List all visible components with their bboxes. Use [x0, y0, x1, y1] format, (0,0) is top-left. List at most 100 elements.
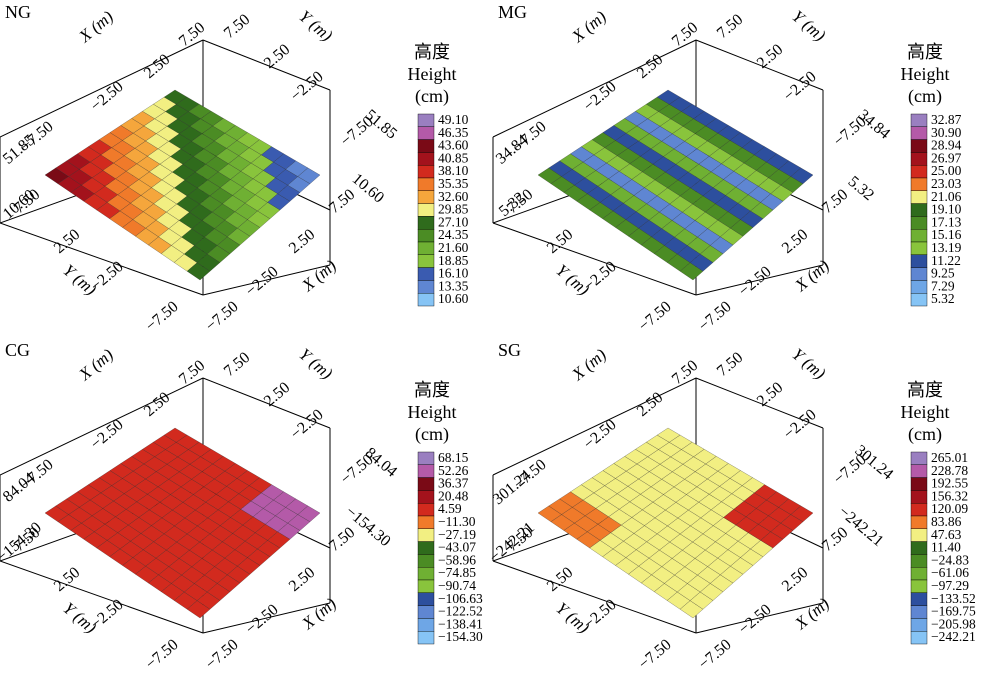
legend-swatch [910, 592, 928, 606]
legend-level-label: −97.29 [931, 578, 969, 593]
legend-swatch [910, 605, 928, 619]
legend-swatch [417, 241, 435, 256]
y-tick-label-bottom: −7.50 [142, 298, 181, 335]
legend-title-cn: 高度 [907, 380, 943, 400]
legend-level-label: −24.83 [931, 552, 969, 567]
legend-level-label: 265.01 [931, 450, 968, 465]
y-tick-label-bottom: −7.50 [635, 636, 674, 672]
x-axis-label-bottom: X (m) [298, 256, 341, 296]
legend-level-label: −74.85 [438, 565, 476, 580]
chart-panel-mg: MG X (m) Y (m)Y (m) X (m)−7.50−2.502.507.50… [492, 2, 962, 335]
y-tick-label-top: 2.50 [261, 41, 293, 72]
legend-swatch [417, 618, 435, 632]
y-axis-label-top: Y (m) [788, 345, 829, 384]
legend-swatch [417, 267, 435, 281]
legend-swatch [417, 464, 435, 478]
legend-level-label: 21.06 [931, 189, 962, 204]
y-tick-label-bottom: 2.50 [51, 226, 83, 257]
legend-swatch [417, 477, 435, 491]
x-tick-label-bottom: −2.50 [735, 601, 774, 638]
legend-swatch [910, 203, 928, 217]
legend-swatch [910, 139, 928, 153]
legend-level-label: 40.85 [438, 150, 469, 165]
x-tick-label-bottom: −7.50 [202, 636, 241, 672]
y-tick-label-top: 7.50 [714, 11, 746, 42]
legend-swatch [417, 152, 435, 166]
legend-swatch [417, 554, 435, 568]
box-edge [0, 39, 204, 138]
y-tick-label-top: 7.50 [221, 11, 253, 42]
z-min-label-left: −154.30 [0, 519, 45, 566]
y-axis-label-top: Y (m) [788, 7, 829, 46]
legend-level-label: −138.41 [438, 616, 483, 631]
box-edge [0, 222, 204, 296]
legend-level-label: 83.86 [931, 514, 962, 529]
y-tick-label-top: 7.50 [714, 349, 746, 380]
legend-swatch [910, 541, 928, 555]
legend-swatch [417, 139, 435, 153]
legend-swatch [910, 113, 928, 128]
legend-level-label: −242.21 [931, 629, 976, 644]
x-tick-label-bottom: 7.50 [326, 524, 358, 555]
legend-level-label: 120.09 [931, 501, 968, 516]
surface-cell [297, 505, 321, 522]
legend-swatch [910, 515, 928, 530]
legend-swatch [910, 254, 928, 268]
y-tick-label-top: 7.50 [221, 349, 253, 380]
legend-swatch [910, 477, 928, 491]
legend-level-label: 32.87 [931, 112, 962, 127]
legend-level-label: 25.00 [931, 163, 962, 178]
legend-swatch [910, 152, 928, 166]
x-tick-label-top: −2.50 [87, 416, 126, 453]
box-edge [202, 602, 331, 634]
y-tick-label-bottom: −2.50 [580, 596, 619, 633]
legend-swatch [910, 216, 928, 230]
legend-level-label: 156.32 [931, 488, 968, 503]
legend-level-label: 19.10 [931, 202, 962, 217]
legend-unit: (cm) [415, 424, 449, 445]
legend-level-label: 17.13 [931, 214, 962, 229]
box-edge [695, 602, 824, 634]
legend-level-label: 7.29 [931, 278, 955, 293]
legend-swatch [910, 490, 928, 504]
legend-swatch [417, 528, 435, 542]
legend-level-label: −90.74 [438, 578, 476, 593]
x-tick-label-bottom: 2.50 [779, 226, 811, 257]
box-edge [0, 377, 204, 476]
y-tick-label-bottom: 2.50 [51, 564, 83, 595]
legend-level-label: −122.52 [438, 604, 483, 619]
x-axis-label-top: X (m) [75, 345, 118, 385]
legend-level-label: 5.32 [931, 291, 955, 306]
legend-level-label: 192.55 [931, 476, 968, 491]
legend-level-label: −27.19 [438, 527, 476, 542]
surface-cell [790, 505, 814, 522]
legend-level-label: 23.03 [931, 176, 962, 191]
legend-level-label: 30.90 [931, 125, 962, 140]
legend-level-label: 35.35 [438, 176, 469, 191]
legend-swatch [417, 541, 435, 555]
x-tick-label-top: 2.50 [141, 389, 173, 420]
legend-level-label: 47.63 [931, 527, 962, 542]
legend-swatch [417, 490, 435, 504]
chart-panel-ng: NG X (m) Y (m)Y (m) X (m)−7.50−2.502.507.50… [0, 2, 469, 335]
legend-swatch [910, 503, 928, 517]
x-tick-label-top: −2.50 [580, 416, 619, 453]
legend-level-label: 49.10 [438, 112, 469, 127]
legend-level-label: 21.60 [438, 240, 469, 255]
legend-swatch [417, 515, 435, 530]
y-tick-label-bottom: 2.50 [544, 564, 576, 595]
box-edge [202, 377, 331, 429]
legend-level-label: 13.35 [438, 278, 469, 293]
surface-cell [297, 167, 321, 184]
legend-swatch [910, 618, 928, 632]
x-tick-label-bottom: −7.50 [695, 298, 734, 335]
legend-level-label: 13.19 [931, 240, 962, 255]
legend-swatch [910, 451, 928, 466]
chart-panel-cg: CG X (m) Y (m)Y (m) X (m)−7.50−2.502.507.50… [0, 340, 483, 673]
legend-level-label: −58.96 [438, 552, 476, 567]
legend-swatch [910, 528, 928, 542]
legend-level-label: −205.98 [931, 616, 976, 631]
legend-level-label: 68.15 [438, 450, 469, 465]
legend-level-label: 228.78 [931, 463, 968, 478]
